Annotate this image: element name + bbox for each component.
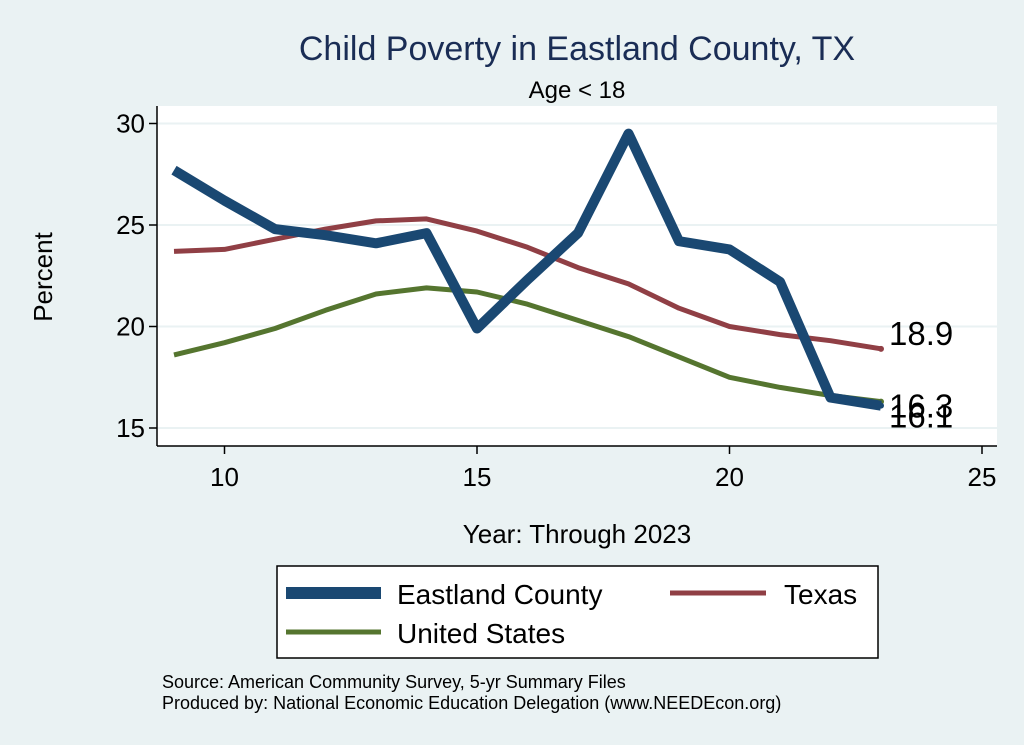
x-tick-label: 25 [968,462,997,492]
end-label-texas: 18.9 [889,315,953,352]
series-line-eastland-county [171,128,882,411]
y-tick-label: 25 [116,210,145,240]
legend-label-texas: Texas [784,579,857,610]
y-tick-label: 30 [116,109,145,139]
x-tick-label: 10 [210,462,239,492]
y-axis-label: Percent [28,231,58,321]
legend: Eastland County Texas United States [276,565,879,659]
legend-label-united-states: United States [397,618,565,649]
x-axis-label: Year: Through 2023 [463,519,691,549]
series-layer [171,128,884,411]
producer-note: Produced by: National Economic Education… [162,693,781,713]
plot-area [157,106,997,446]
end-point-texas [878,345,884,352]
end-labels: 16.1 18.9 16.3 [889,315,953,435]
y-tick-label: 15 [116,413,145,443]
series-line-united-states [173,285,882,405]
source-note: Source: American Community Survey, 5-yr … [162,672,626,692]
legend-label-eastland-county: Eastland County [397,579,602,610]
x-tick-label: 20 [715,462,744,492]
chart-subtitle: Age < 18 [529,77,626,104]
y-tick-label: 20 [116,312,145,342]
end-label-eastland-county: 16.1 [889,398,953,435]
legend-box [276,565,879,659]
x-tick-label: 15 [463,462,492,492]
end-label-united-states: 16.3 [889,388,953,425]
axes: 15 20 25 30 10 15 20 25 [116,106,997,492]
end-point-eastland-county [878,402,884,409]
chart-title: Child Poverty in Eastland County, TX [299,30,855,68]
